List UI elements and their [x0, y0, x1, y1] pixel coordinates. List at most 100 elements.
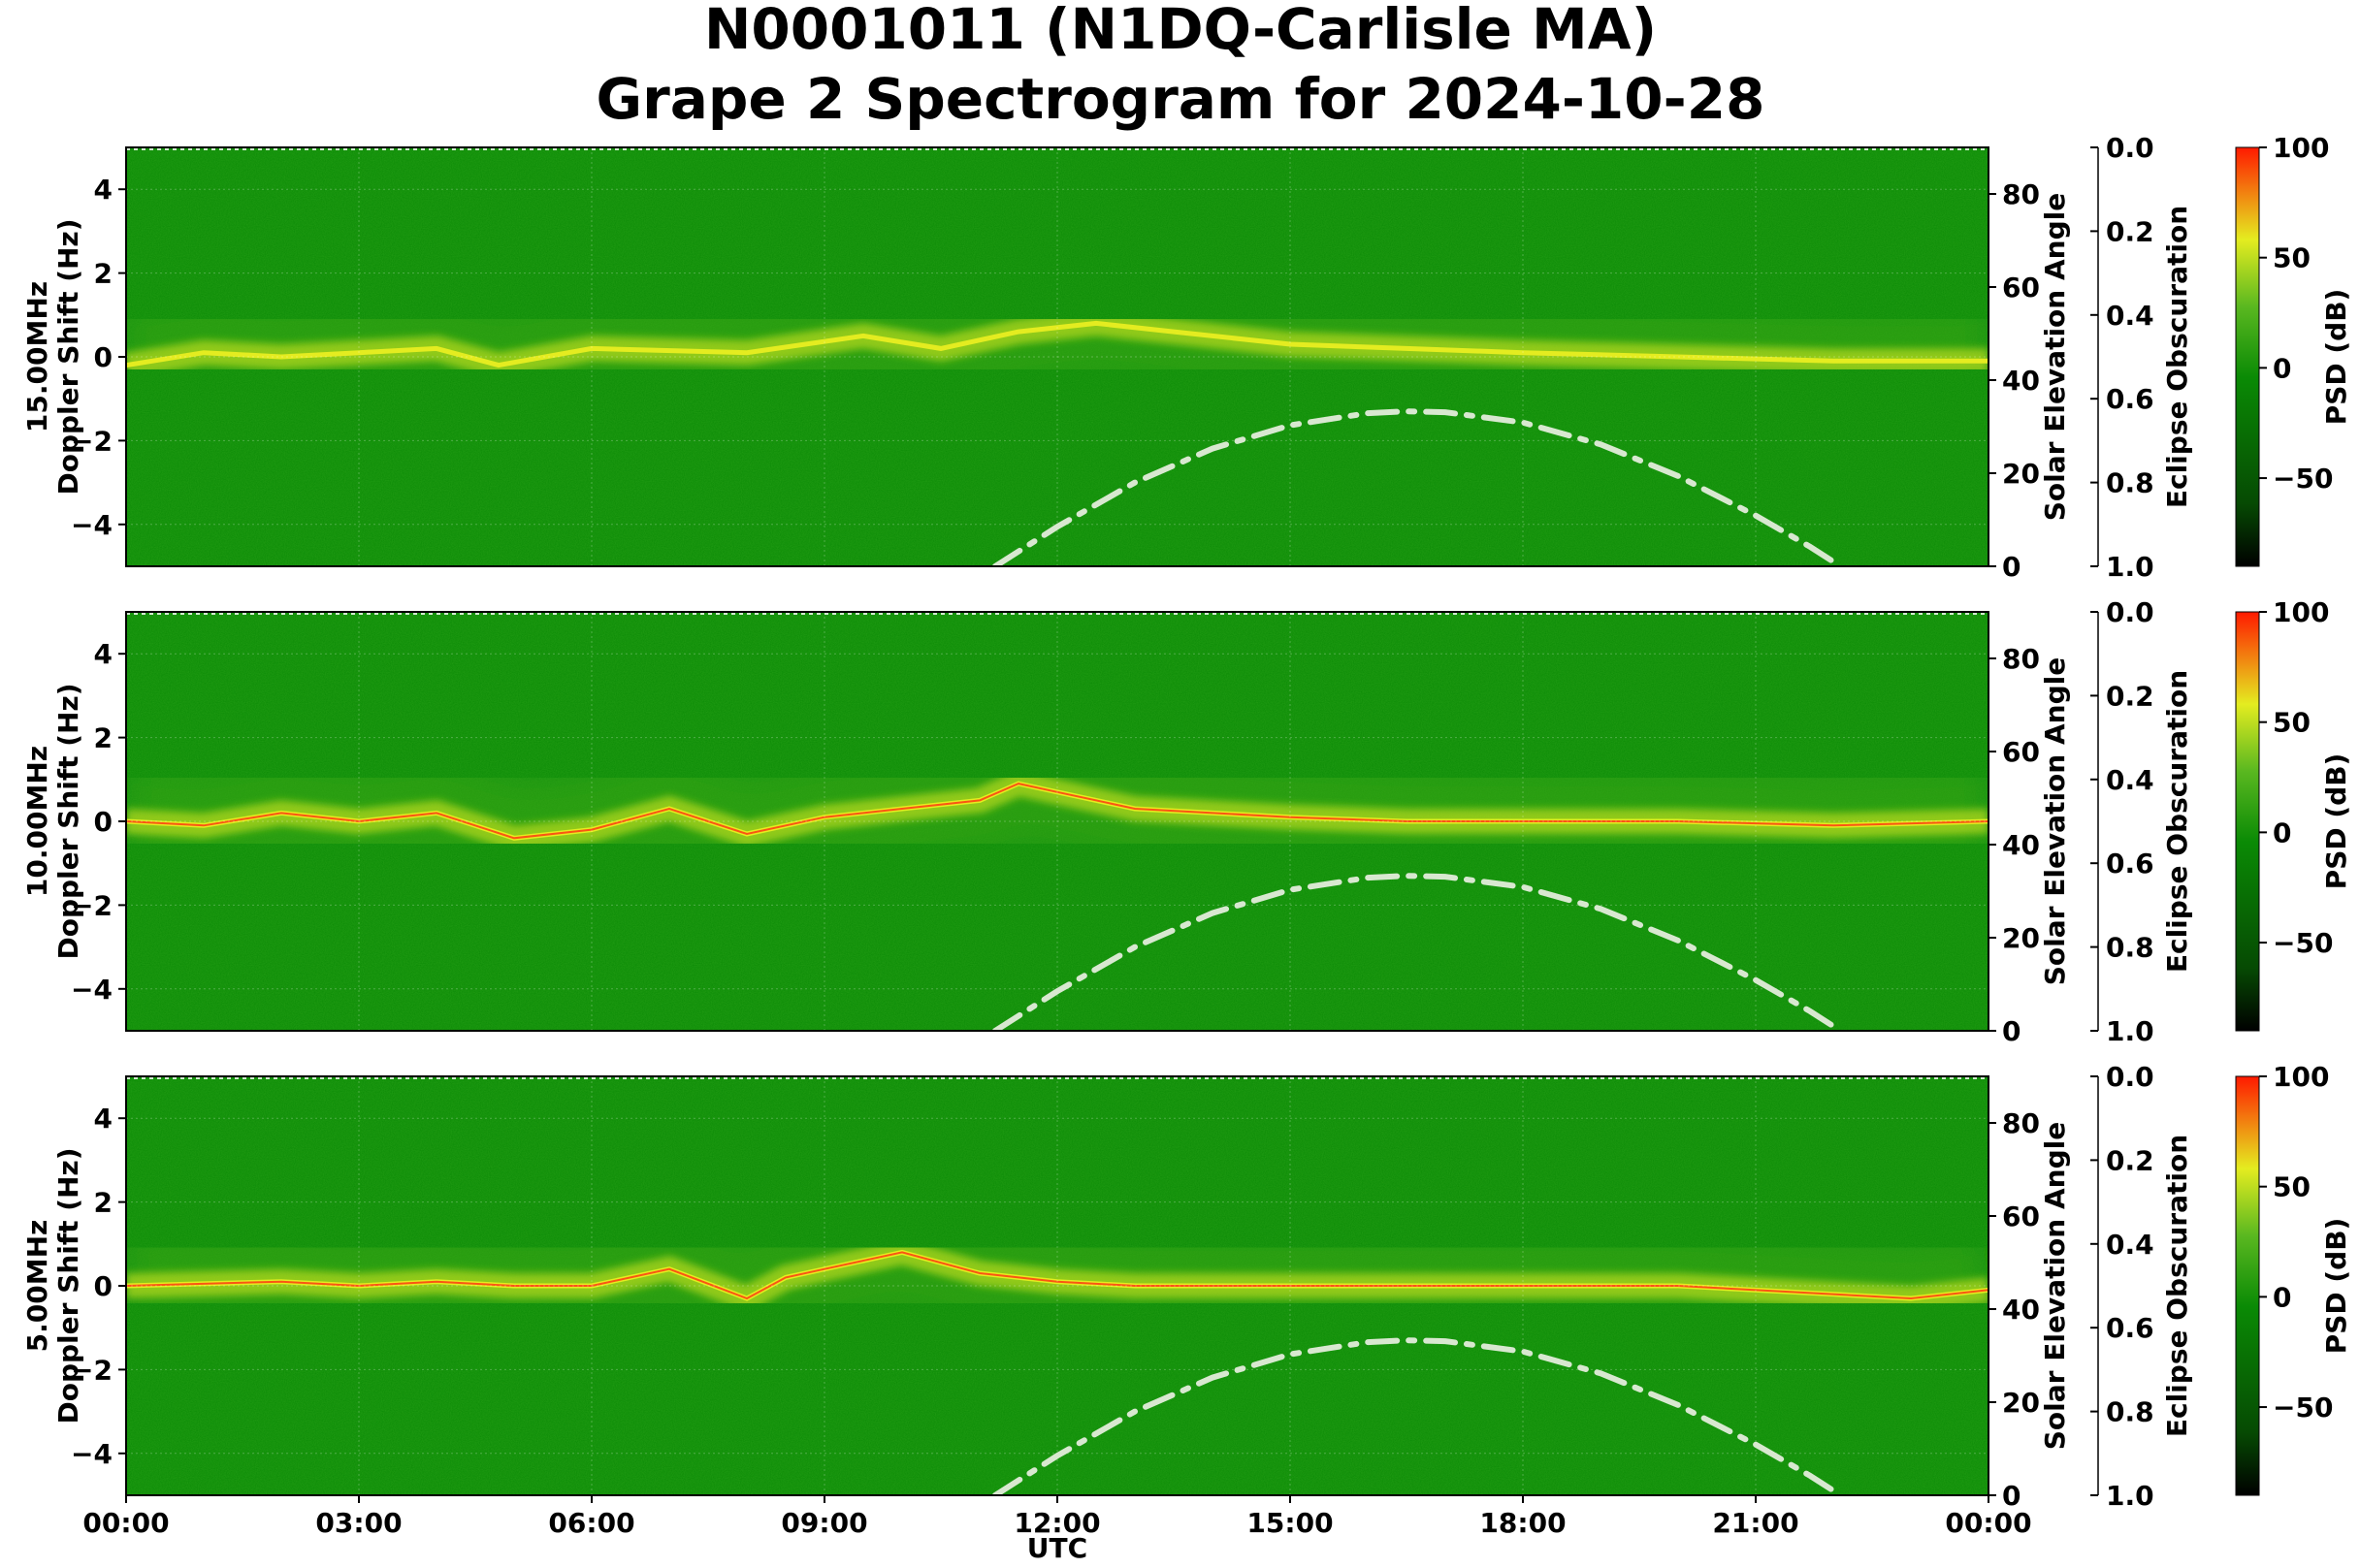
right-tick-label: 40 — [2002, 1294, 2040, 1326]
right-tick-label: 0 — [2002, 551, 2021, 583]
left-tick-label: −4 — [71, 1438, 113, 1470]
x-tick-label: 03:00 — [315, 1507, 402, 1539]
spectrogram-area — [126, 147, 1988, 566]
doppler-axis-label: Doppler Shift (Hz) — [52, 683, 84, 959]
colorbar-tick-label: 50 — [2273, 707, 2311, 739]
x-axis-label: UTC — [1027, 1532, 1087, 1564]
left-tick-label: −4 — [71, 509, 113, 541]
colorbar-tick-label: 0 — [2273, 816, 2291, 848]
eclipse-tick-label: 0.8 — [2106, 467, 2154, 499]
eclipse-tick-label: 0.4 — [2106, 300, 2154, 332]
colorbar — [2235, 146, 2260, 567]
colorbar-label: PSD (dB) — [2320, 1218, 2352, 1355]
eclipse-axis-label: Eclipse Obscuration — [2161, 206, 2193, 508]
solar-elevation-curve — [992, 408, 1836, 566]
eclipse-tick-label: 0.0 — [2106, 596, 2154, 628]
left-tick-label: 4 — [94, 638, 113, 670]
carrier-trace — [126, 320, 1988, 368]
right-tick-label: 60 — [2002, 1200, 2040, 1232]
solar-elevation-axis-label: Solar Elevation Angle — [2039, 193, 2071, 521]
spectrogram-area — [126, 1076, 1988, 1495]
eclipse-tick-label: 0.6 — [2106, 1312, 2154, 1344]
frequency-label: 10.00MHz — [21, 746, 53, 897]
left-tick-label: 2 — [94, 1187, 113, 1219]
eclipse-axis-label: Eclipse Obscuration — [2161, 1135, 2193, 1437]
left-tick-label: −2 — [71, 425, 113, 457]
colorbar-tick-label: 100 — [2273, 1061, 2329, 1093]
left-tick-label: 0 — [94, 341, 113, 373]
x-tick-label: 00:00 — [82, 1507, 169, 1539]
eclipse-tick-label: 0.8 — [2106, 1396, 2154, 1428]
right-tick-label: 0 — [2002, 1015, 2021, 1047]
right-tick-label: 80 — [2002, 178, 2040, 210]
x-tick-label: 18:00 — [1479, 1507, 1566, 1539]
x-tick-label: 12:00 — [1014, 1507, 1100, 1539]
right-tick-label: 0 — [2002, 1480, 2021, 1512]
x-tick-label: 00:00 — [1945, 1507, 2031, 1539]
solar-elevation-axis-label: Solar Elevation Angle — [2039, 657, 2071, 985]
right-tick-label: 20 — [2002, 922, 2040, 954]
right-tick-label: 60 — [2002, 272, 2040, 304]
left-tick-label: −2 — [71, 1354, 113, 1386]
left-tick-label: 2 — [94, 722, 113, 754]
left-tick-label: 4 — [94, 174, 113, 206]
colorbar-tick-label: 100 — [2273, 132, 2329, 164]
right-tick-label: 20 — [2002, 1387, 2040, 1419]
colorbar-label: PSD (dB) — [2320, 753, 2352, 890]
eclipse-tick-label: 1.0 — [2106, 551, 2154, 583]
eclipse-tick-label: 0.4 — [2106, 1229, 2154, 1261]
eclipse-tick-label: 0.2 — [2106, 1144, 2154, 1176]
eclipse-tick-label: 0.6 — [2106, 383, 2154, 415]
eclipse-axis-label: Eclipse Obscuration — [2161, 670, 2193, 973]
x-tick-label: 06:00 — [548, 1507, 634, 1539]
x-tick-label: 15:00 — [1246, 1507, 1333, 1539]
eclipse-tick-label: 0.4 — [2106, 764, 2154, 796]
eclipse-tick-label: 0.2 — [2106, 680, 2154, 712]
panel-10.00MHz: 420−2−410.00MHz Doppler Shift (Hz)8060402… — [21, 596, 2352, 1047]
eclipse-tick-label: 0.0 — [2106, 132, 2154, 164]
colorbar-tick-label: −50 — [2273, 463, 2333, 495]
doppler-axis-label: Doppler Shift (Hz) — [52, 218, 84, 495]
frequency-label: 5.00MHz — [21, 1220, 53, 1353]
solar-elevation-curve — [992, 873, 1836, 1031]
right-tick-label: 80 — [2002, 643, 2040, 675]
left-tick-label: 2 — [94, 258, 113, 290]
carrier-peak — [126, 783, 1988, 840]
x-tick-label: 21:00 — [1712, 1507, 1798, 1539]
eclipse-tick-label: 1.0 — [2106, 1015, 2154, 1047]
panel-5.00MHz: 420−2−45.00MHz Doppler Shift (Hz)80604020… — [21, 1061, 2352, 1512]
colorbar-tick-label: −50 — [2273, 1392, 2333, 1424]
colorbar-tick-label: 50 — [2273, 242, 2311, 274]
solar-elevation-curve — [992, 1337, 1836, 1495]
left-tick-label: −4 — [71, 974, 113, 1006]
colorbar-label: PSD (dB) — [2320, 289, 2352, 426]
left-tick-label: −2 — [71, 889, 113, 921]
colorbar — [2235, 611, 2260, 1032]
title-line-2: Grape 2 Spectrogram for 2024-10-28 — [597, 66, 1765, 132]
eclipse-tick-label: 0.6 — [2106, 848, 2154, 880]
colorbar-tick-label: 100 — [2273, 596, 2329, 628]
colorbar-tick-label: 0 — [2273, 1281, 2291, 1313]
left-tick-label: 0 — [94, 806, 113, 838]
carrier-peak — [126, 1251, 1988, 1300]
colorbar — [2235, 1075, 2260, 1496]
colorbar-tick-label: −50 — [2273, 927, 2333, 959]
eclipse-tick-label: 0.8 — [2106, 932, 2154, 964]
left-tick-label: 0 — [94, 1270, 113, 1302]
right-tick-label: 40 — [2002, 829, 2040, 861]
colorbar-tick-label: 50 — [2273, 1171, 2311, 1203]
doppler-axis-label: Doppler Shift (Hz) — [52, 1147, 84, 1424]
spectrogram-area — [126, 612, 1988, 1031]
title-line-1: N0001011 (N1DQ-Carlisle MA) — [704, 0, 1657, 62]
solar-elevation-axis-label: Solar Elevation Angle — [2039, 1122, 2071, 1450]
eclipse-tick-label: 0.0 — [2106, 1061, 2154, 1093]
left-tick-label: 4 — [94, 1103, 113, 1135]
frequency-label: 15.00MHz — [21, 281, 53, 432]
eclipse-tick-label: 1.0 — [2106, 1480, 2154, 1512]
right-tick-label: 80 — [2002, 1107, 2040, 1139]
eclipse-tick-label: 0.2 — [2106, 215, 2154, 247]
right-tick-label: 20 — [2002, 458, 2040, 490]
colorbar-tick-label: 0 — [2273, 352, 2291, 384]
